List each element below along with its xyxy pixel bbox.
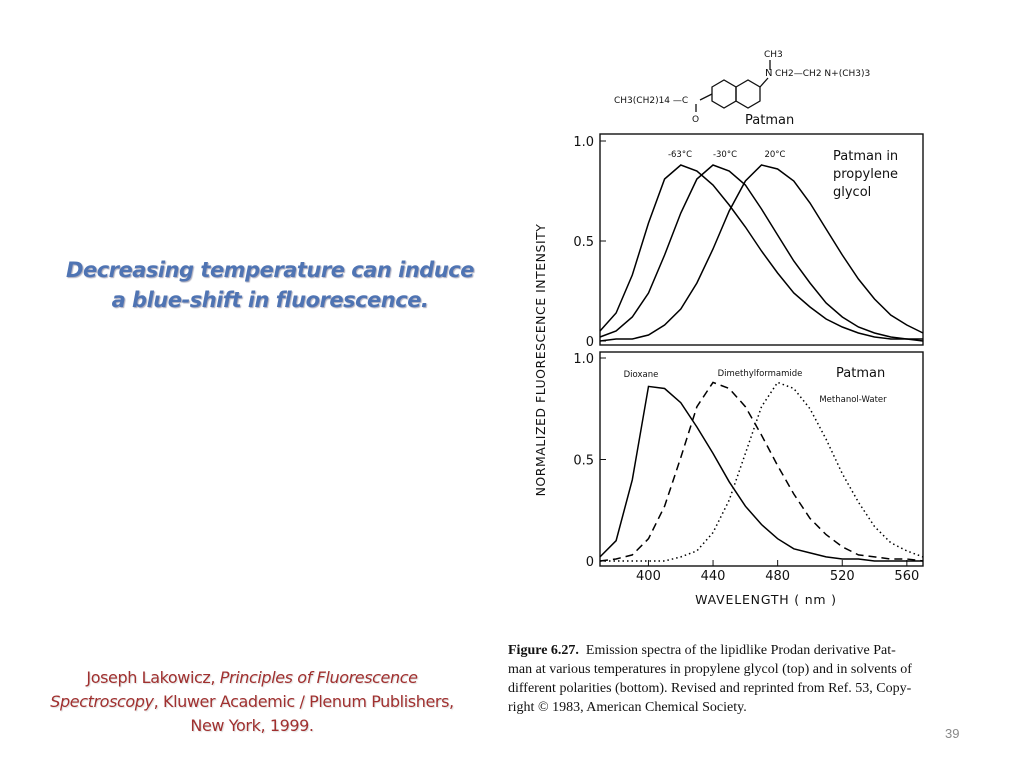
- caption-line: man at various temperatures in propylene…: [508, 662, 912, 677]
- series-label: Dioxane: [624, 370, 659, 380]
- chem-label: CH2—CH2 N+(CH3)3: [775, 69, 870, 79]
- caption-text: Emission spectra of the lipidlike Prodan…: [585, 643, 896, 658]
- citation: Joseph Lakowicz, Principles of Fluoresce…: [32, 666, 472, 738]
- x-tick-label: 400: [636, 569, 661, 584]
- series-label: 20°C: [764, 150, 785, 160]
- headline: Decreasing temperature can induce a blue…: [66, 258, 474, 312]
- y-tick-label: 0.5: [573, 454, 594, 469]
- caption-line: right © 1983, American Chemical Society.: [508, 700, 747, 715]
- ring: [711, 79, 737, 109]
- plot-frame: [599, 133, 924, 346]
- chem-label: N: [765, 68, 772, 79]
- chem-label: O: [692, 115, 699, 125]
- annotation: glycol: [833, 185, 871, 200]
- structure: [695, 60, 771, 112]
- x-tick-label: 440: [701, 569, 726, 584]
- y-tick-label: 0.5: [573, 235, 594, 250]
- y-axis-label: NORMALIZED FLUORESCENCE INTENSITY: [533, 224, 548, 497]
- chem-label: CH3: [764, 50, 783, 60]
- curve: [600, 381, 924, 562]
- caption-line: Figure 6.27. Emission spectra of the lip…: [508, 641, 988, 660]
- y-tick-label: 1.0: [573, 135, 594, 150]
- caption-label: Figure 6.27.: [508, 643, 579, 658]
- chem-label: CH3(CH2)14 —C: [614, 96, 688, 106]
- annotation: Patman: [836, 366, 885, 381]
- series-label: Dimethylformamide: [718, 369, 803, 379]
- bond: [759, 77, 769, 88]
- page-number: 39: [945, 726, 960, 741]
- series-label: Methanol-Water: [819, 395, 887, 405]
- annotation: Patman in: [833, 149, 898, 164]
- book-title: Principles of Fluorescence Spectroscopy: [50, 668, 418, 711]
- publisher: , Kluwer Academic / Plenum Publishers, N…: [153, 692, 454, 735]
- y-tick-label: 0: [586, 555, 594, 570]
- curve: [599, 381, 924, 562]
- figure-caption: Figure 6.27. Emission spectra of the lip…: [508, 641, 988, 717]
- curve: [599, 385, 923, 562]
- bond: [699, 93, 713, 101]
- plot-frame: [599, 351, 924, 567]
- x-axis-label: WAVELENGTH ( nm ): [695, 592, 837, 607]
- curve: [599, 164, 924, 342]
- curve: [599, 164, 923, 340]
- caption-line: different polarities (bottom). Revised a…: [508, 681, 912, 696]
- x-tick-label: 560: [894, 569, 919, 584]
- series-label: -30°C: [713, 150, 737, 160]
- curve: [599, 164, 924, 342]
- x-tick-label: 520: [830, 569, 855, 584]
- structure-name: Patman: [745, 113, 794, 128]
- y-tick-label: 0: [586, 335, 594, 350]
- author: Joseph Lakowicz,: [86, 668, 220, 687]
- series-label: -63°C: [668, 150, 692, 160]
- x-tick-label: 480: [765, 569, 790, 584]
- ring: [735, 79, 761, 109]
- y-tick-label: 1.0: [573, 352, 594, 367]
- annotation: propylene: [833, 167, 898, 182]
- figure: CH3 N CH2—CH2 N+(CH3)3 CH3(CH2)14 —C O P…: [533, 50, 924, 607]
